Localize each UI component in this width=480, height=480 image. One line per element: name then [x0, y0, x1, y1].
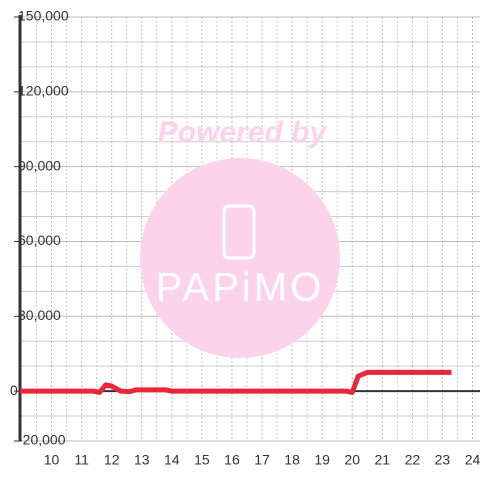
watermark: Powered by PAPiMO: [140, 116, 340, 358]
x-tick-label: 17: [254, 452, 270, 468]
y-tick-label: 60,000: [18, 232, 61, 248]
phone-icon: [222, 204, 256, 260]
x-tick-label: 18: [284, 452, 300, 468]
x-tick-label: 22: [405, 452, 421, 468]
x-tick-label: 21: [374, 452, 390, 468]
x-tick-label: 16: [224, 452, 240, 468]
line: [20, 369, 452, 395]
y-tick-label: 0: [10, 382, 18, 398]
x-tick-label: 15: [194, 452, 210, 468]
x-tick-label: 23: [435, 452, 451, 468]
x-tick-label: 10: [44, 452, 60, 468]
x-tick-label: 20: [344, 452, 360, 468]
y-tick-label: 120,000: [18, 83, 69, 99]
y-tick-label: 30,000: [18, 307, 61, 323]
x-tick-label: 13: [134, 452, 150, 468]
x-tick-label: 14: [164, 452, 180, 468]
x-tick-label: 24: [465, 452, 480, 468]
x-tick-label: 12: [104, 452, 120, 468]
y-tick-label: 150,000: [18, 8, 69, 24]
y-tick-label: -20,000: [18, 432, 66, 448]
watermark-brand: PAPiMO: [156, 266, 324, 310]
watermark-caption: Powered by: [158, 116, 328, 149]
x-tick-label: 11: [74, 452, 89, 468]
x-tick-label: 19: [314, 452, 330, 468]
y-tick-label: 90,000: [18, 157, 61, 173]
